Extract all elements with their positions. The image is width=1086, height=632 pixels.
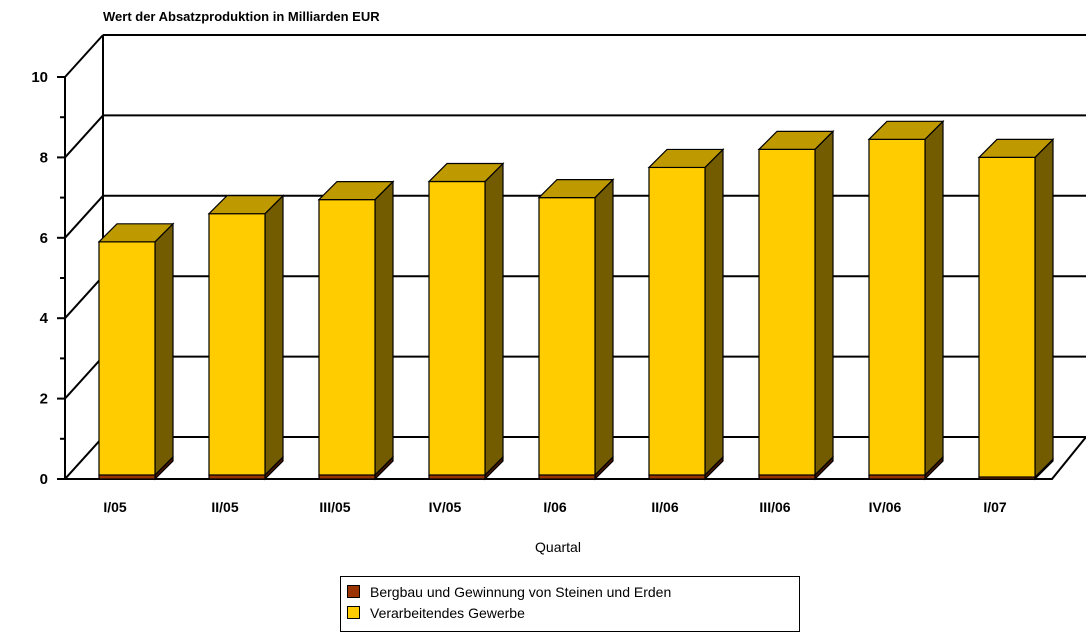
bar-side [704,148,724,477]
x-tick-label: II/06 [651,499,678,515]
bar [428,180,486,476]
x-tick-label: III/06 [759,499,790,515]
legend: Bergbau und Gewinnung von Steinen und Er… [340,576,800,632]
gridline-side [64,355,104,400]
y-tick-label: 0 [40,471,48,488]
bar [208,474,266,480]
gridline-side [64,34,104,78]
bar-top [977,138,1055,158]
bar [758,474,816,480]
bar-top [757,130,835,150]
y-tick-label: 2 [40,391,48,408]
legend-swatch-bergbau [347,585,360,598]
bar [978,156,1036,478]
bar-side [924,119,944,477]
legend-item-bergbau: Bergbau und Gewinnung von Steinen und Er… [347,581,799,602]
bar-top [427,162,505,183]
bar-top [97,223,175,243]
gridline-side [64,195,104,239]
legend-label-verarbeitendes-gewerbe: Verarbeitendes Gewerbe [370,604,525,621]
bar [428,474,486,480]
gridline-side [64,275,104,319]
bar [758,148,816,476]
bar [648,166,706,476]
bar-side [484,162,504,477]
bar [208,213,266,476]
y-tick-label: 6 [40,230,48,247]
bar-top [647,148,725,169]
bar [868,474,926,480]
bar-top [867,120,945,140]
x-tick-label: IV/05 [429,499,462,515]
x-tick-label: III/05 [319,499,350,515]
y-tick-label: 8 [40,149,48,166]
gridline-side [64,114,104,159]
x-tick-label: IV/06 [869,499,902,515]
x-tick-label: I/07 [983,499,1007,515]
bar [538,474,596,480]
bar [648,474,706,480]
x-axis-label: Quartal [535,539,581,555]
bar [868,138,926,476]
y-tick-label: 10 [31,69,48,86]
x-tick-label: I/06 [543,499,567,515]
bar-side [814,129,834,477]
bar [98,474,156,480]
bar [98,241,156,476]
legend-swatch-verarbeitendes-gewerbe [347,606,360,619]
bar-top [537,179,615,199]
bar [318,199,376,476]
bar-side [264,194,284,477]
bar-top [317,181,395,201]
bar-side [154,222,174,477]
legend-item-verarbeitendes-gewerbe: Verarbeitendes Gewerbe [347,602,799,623]
x-tick-label: I/05 [103,499,127,515]
chart-title: Wert der Absatzproduktion in Milliarden … [103,9,380,24]
bar [318,474,376,480]
bar-side [1034,137,1054,479]
legend-label-bergbau: Bergbau und Gewinnung von Steinen und Er… [370,583,672,600]
bar-side [374,180,394,477]
bar-top [207,195,285,215]
x-tick-label: II/05 [211,499,238,515]
y-tick-label: 4 [40,310,49,327]
bar [538,197,596,476]
bar-side [594,178,614,477]
